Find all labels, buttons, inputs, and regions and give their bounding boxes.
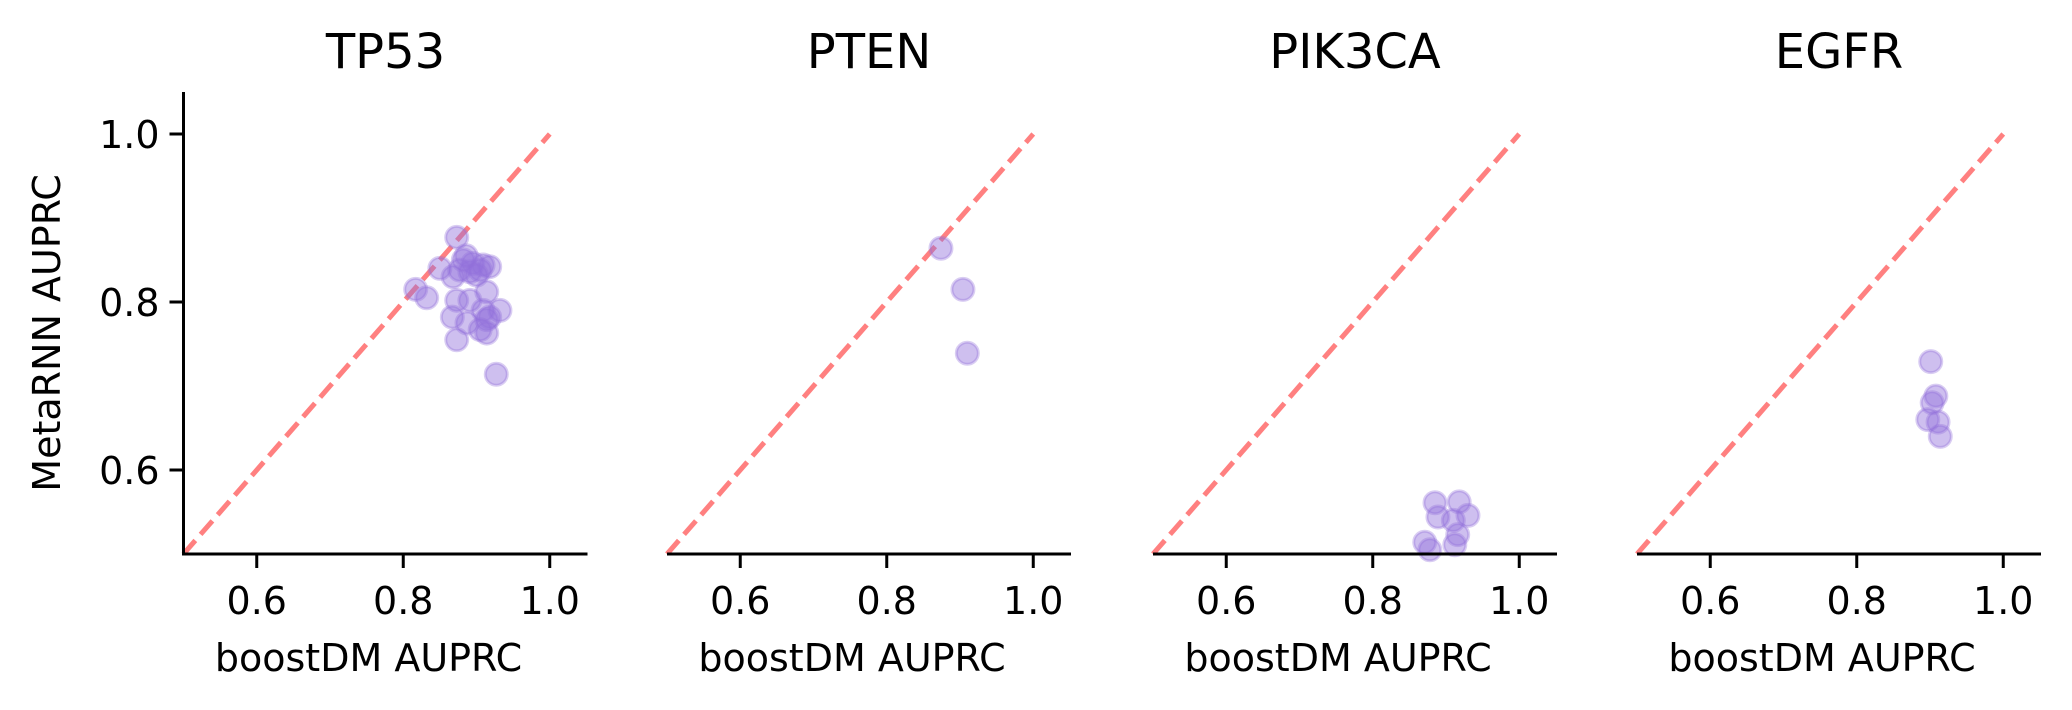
- x-axis-label: boostDM AUPRC: [1184, 636, 1491, 680]
- plot-area: [665, 132, 1071, 568]
- diagonal-reference-line: [181, 132, 552, 556]
- panel-pik3ca: PIK3CA boostDM AUPRC 0.6 0.8 1.0: [1151, 24, 1557, 680]
- scatter-point: [457, 287, 483, 313]
- y-tick-label: 0.6: [99, 449, 159, 493]
- y-axis-label: MetaRNN AUPRC: [25, 174, 69, 491]
- scatter-point: [1440, 507, 1466, 533]
- scatter-point: [414, 285, 440, 311]
- x-tick-label: 1.0: [1003, 579, 1063, 623]
- scatter-point: [464, 262, 489, 288]
- scatter-point: [450, 247, 476, 273]
- diagonal-reference-line: [665, 132, 1036, 556]
- panel-tp53: TP53 boostDM AUPRC MetaRNN AUPRC 0.6 0.8…: [25, 24, 588, 680]
- panel-pten: PTEN boostDM AUPRC 0.6 0.8 1.0: [665, 24, 1071, 680]
- scatter-point: [454, 310, 480, 336]
- scatter-point: [1445, 522, 1471, 548]
- scatter-point: [467, 257, 493, 283]
- scatter-point: [444, 224, 470, 250]
- x-axis-label: boostDM AUPRC: [215, 636, 522, 680]
- scatter-point: [1422, 490, 1448, 516]
- scatter-point: [1455, 502, 1481, 528]
- x-axis-label: boostDM AUPRC: [1668, 636, 1975, 680]
- y-tick-label: 1.0: [99, 113, 159, 157]
- diagonal-reference-line: [1151, 132, 1522, 556]
- plot-area: [1151, 132, 1557, 568]
- scatter-point: [1425, 504, 1451, 530]
- panel-title: PIK3CA: [1269, 24, 1441, 80]
- x-axis-label: boostDM AUPRC: [698, 636, 1005, 680]
- x-tick-label: 0.8: [1343, 579, 1403, 623]
- plot-area: [1635, 132, 2041, 568]
- scatter-point: [1918, 349, 1944, 375]
- scatter-point: [444, 287, 470, 313]
- diagonal-reference-line: [1635, 132, 2006, 556]
- x-tick-label: 1.0: [520, 579, 580, 623]
- scatter-point: [474, 320, 500, 346]
- x-tick-label: 0.6: [710, 579, 770, 623]
- panel-title: EGFR: [1775, 24, 1903, 80]
- scatter-point: [474, 279, 500, 305]
- plot-area: [169, 92, 588, 568]
- x-tick-label: 0.8: [857, 579, 917, 623]
- scatter-point: [447, 257, 473, 283]
- panel-title: TP53: [325, 24, 445, 80]
- scatter-point: [439, 304, 465, 330]
- scatter-point: [477, 304, 503, 330]
- x-tick-label: 0.8: [373, 579, 433, 623]
- scatter-point: [1446, 489, 1472, 515]
- scatter-point: [467, 317, 493, 343]
- scatter-point: [460, 250, 486, 276]
- scatter-point: [928, 235, 954, 261]
- scatter-point: [1417, 537, 1443, 563]
- scatter-point: [470, 297, 496, 323]
- x-tick-label: 0.6: [1196, 579, 1256, 623]
- scatter-point: [474, 307, 500, 333]
- scatter-point: [483, 361, 509, 387]
- scatter-point: [444, 327, 470, 353]
- scatter-point: [1927, 423, 1953, 449]
- scatter-point: [1442, 532, 1468, 558]
- scatter-point: [1925, 409, 1951, 435]
- scatter-point: [427, 255, 453, 281]
- scatter-point: [1915, 407, 1941, 433]
- y-tick-label: 0.8: [99, 281, 159, 325]
- x-tick-label: 1.0: [1973, 579, 2033, 623]
- x-tick-label: 0.6: [1680, 579, 1740, 623]
- scatter-point: [440, 264, 466, 290]
- scatter-point: [954, 340, 980, 366]
- scatter-point: [1923, 383, 1949, 409]
- scatter-point: [453, 243, 479, 269]
- scatter-point: [403, 276, 429, 302]
- panel-title: PTEN: [807, 24, 932, 80]
- scatter-point: [457, 259, 483, 285]
- scatter-point: [1919, 390, 1945, 416]
- scatter-point: [487, 297, 513, 323]
- x-tick-label: 0.6: [227, 579, 287, 623]
- scatter-point: [470, 252, 496, 278]
- scatter-point: [950, 276, 976, 302]
- x-tick-label: 0.8: [1827, 579, 1887, 623]
- scatter-point: [477, 254, 503, 280]
- panel-egfr: EGFR boostDM AUPRC 0.6 0.8 1.0: [1635, 24, 2041, 680]
- x-tick-label: 1.0: [1489, 579, 1549, 623]
